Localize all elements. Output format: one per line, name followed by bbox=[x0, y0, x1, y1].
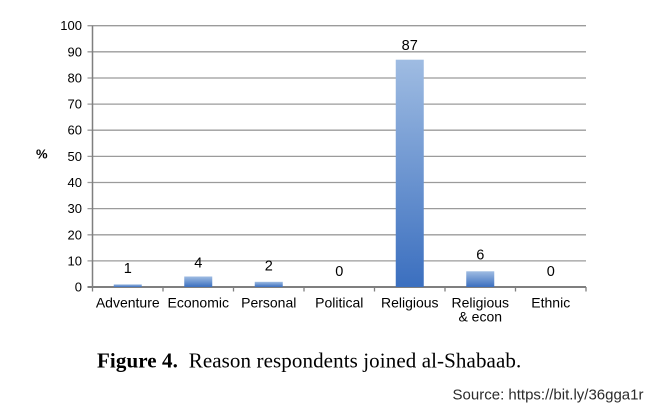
svg-text:50: 50 bbox=[68, 149, 82, 164]
svg-text:4: 4 bbox=[194, 256, 202, 272]
svg-text:0: 0 bbox=[547, 264, 555, 280]
svg-text:40: 40 bbox=[68, 175, 82, 190]
svg-text:10: 10 bbox=[68, 253, 82, 268]
svg-text:80: 80 bbox=[68, 71, 82, 86]
svg-text:6: 6 bbox=[476, 248, 484, 264]
svg-text:Personal: Personal bbox=[241, 295, 296, 311]
svg-text:Figure 4. Reason respondents: Figure 4. Reason respondents joined al-S… bbox=[97, 348, 521, 372]
svg-text:1: 1 bbox=[124, 261, 132, 277]
svg-text:60: 60 bbox=[68, 123, 82, 138]
svg-text:Economic: Economic bbox=[168, 295, 229, 311]
svg-text:%: % bbox=[36, 147, 48, 162]
svg-text:& econ: & econ bbox=[458, 309, 502, 325]
svg-text:Source: https://bit.ly/36gga1r: Source: https://bit.ly/36gga1r bbox=[453, 387, 644, 404]
svg-text:30: 30 bbox=[68, 201, 82, 216]
svg-text:20: 20 bbox=[68, 227, 82, 242]
svg-text:Political: Political bbox=[315, 295, 363, 311]
svg-text:87: 87 bbox=[402, 38, 418, 54]
svg-text:Religious: Religious bbox=[381, 295, 439, 311]
svg-text:Religious: Religious bbox=[451, 295, 509, 311]
svg-text:0: 0 bbox=[75, 280, 82, 295]
svg-text:70: 70 bbox=[68, 97, 82, 112]
svg-text:90: 90 bbox=[68, 44, 82, 59]
svg-text:Ethnic: Ethnic bbox=[531, 295, 570, 311]
svg-text:2: 2 bbox=[265, 259, 273, 275]
svg-text:Adventure: Adventure bbox=[96, 295, 160, 311]
svg-text:100: 100 bbox=[60, 18, 82, 33]
svg-text:0: 0 bbox=[335, 264, 343, 280]
